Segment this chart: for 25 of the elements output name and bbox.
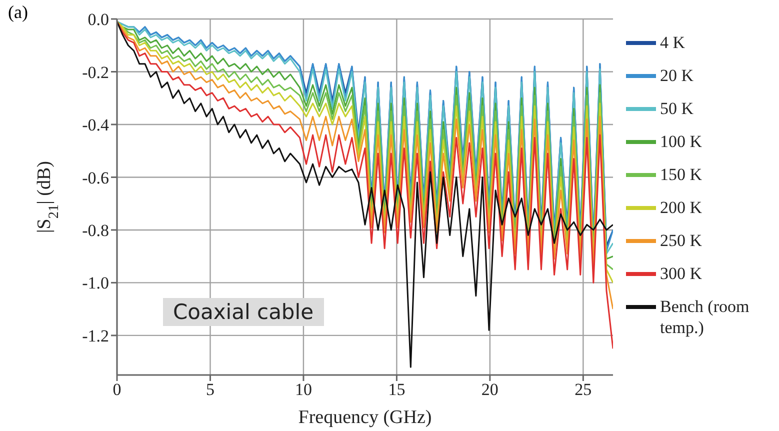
legend-label: 200 K: [660, 197, 704, 218]
legend-label: 50 K: [660, 98, 695, 119]
x-tick-label: 5: [206, 380, 214, 400]
x-axis-title: Frequency (GHz): [298, 407, 432, 428]
legend-label: 100 K: [660, 131, 704, 152]
y-tick-label: -0.2: [82, 62, 109, 82]
legend-label: Bench (room temp.): [660, 296, 750, 338]
x-tick-label: 25: [574, 380, 592, 400]
y-tick-label: 0.0: [88, 10, 109, 30]
annotation: Coaxial cable: [163, 298, 324, 326]
x-tick-label: 0: [112, 380, 122, 400]
y-tick-label: -0.8: [82, 221, 109, 240]
legend-label: 250 K: [660, 230, 704, 251]
x-tick-label: 10: [294, 380, 312, 400]
legend-label: 4 K: [660, 32, 686, 53]
legend-label: 20 K: [660, 65, 695, 86]
y-tick-label: -1.0: [82, 274, 109, 293]
y-tick-label: -1.2: [82, 326, 109, 346]
x-tick-label: 15: [388, 380, 406, 400]
y-tick-label: -0.4: [82, 116, 110, 135]
legend-label: 300 K: [660, 263, 704, 284]
y-tick-label: -0.6: [82, 168, 109, 188]
x-tick-label: 20: [481, 380, 498, 400]
text: (a): [8, 2, 28, 23]
legend-label: 150 K: [660, 164, 704, 185]
